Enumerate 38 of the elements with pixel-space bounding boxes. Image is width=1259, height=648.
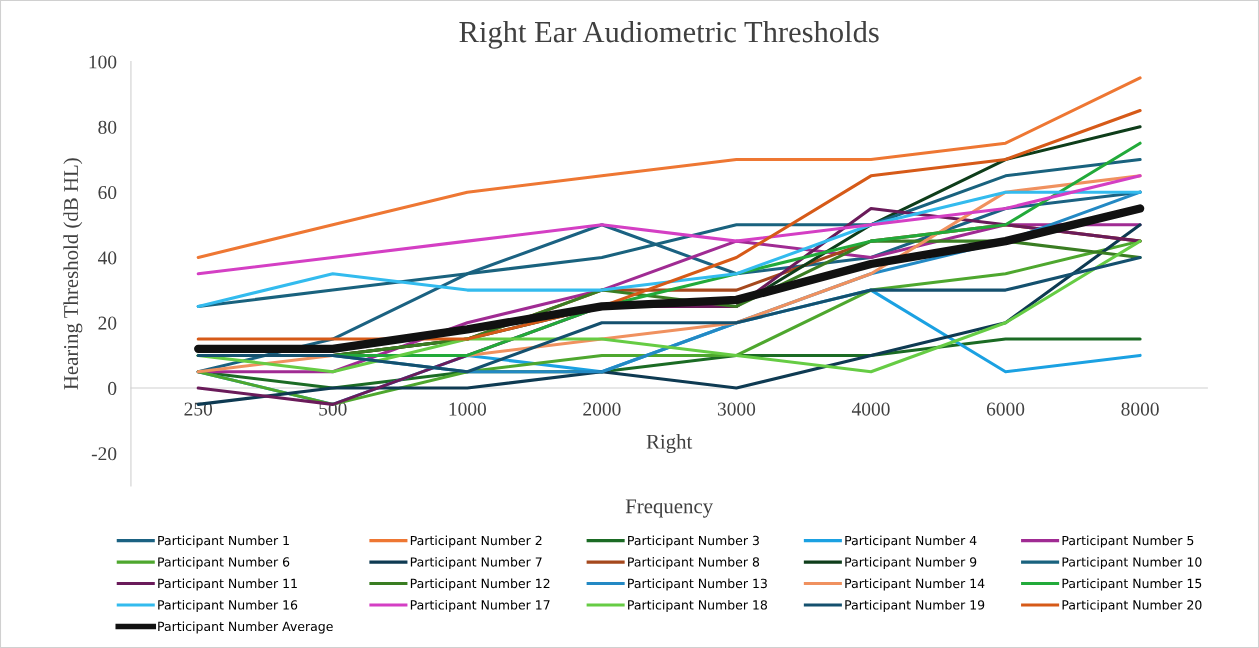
legend-label: Participant Number 16 bbox=[158, 599, 298, 613]
legend-label: Participant Number 13 bbox=[628, 578, 767, 591]
legend-label: Participant Number 12 bbox=[410, 578, 550, 591]
legend-label: Participant Number 10 bbox=[1062, 556, 1202, 570]
legend-label: Participant Number 19 bbox=[845, 599, 985, 613]
legend-label: Participant Number 7 bbox=[410, 556, 542, 570]
legend-label: Participant Number 4 bbox=[845, 535, 977, 548]
y-tick-label: -20 bbox=[91, 447, 117, 461]
y-axis-title: Hearing Threshold (dB HL) bbox=[63, 158, 83, 390]
x-tick-label: 6000 bbox=[986, 402, 1025, 416]
y-tick-label: 60 bbox=[98, 185, 117, 200]
legend-label: Participant Number 11 bbox=[158, 578, 297, 591]
chart-title: Right Ear Audiometric Thresholds bbox=[459, 20, 879, 49]
annotation: Right bbox=[646, 434, 693, 454]
legend-label: Participant Number 3 bbox=[628, 535, 759, 548]
x-tick-label: 3000 bbox=[717, 402, 756, 416]
legend-label: Participant Number 20 bbox=[1062, 599, 1202, 613]
y-tick-label: 80 bbox=[98, 120, 117, 134]
legend-label: Participant Number 2 bbox=[410, 535, 542, 548]
legend-label: Participant Number 5 bbox=[1062, 535, 1194, 548]
legend-label: Participant Number 18 bbox=[628, 599, 768, 613]
legend-label: Participant Number 14 bbox=[845, 578, 985, 591]
legend-label: Participant Number 15 bbox=[1062, 578, 1202, 591]
y-tick-label: 100 bbox=[89, 55, 117, 69]
legend-label: Participant Number 17 bbox=[410, 599, 550, 613]
y-tick-label: 40 bbox=[97, 251, 117, 265]
legend-label: Participant Number Average bbox=[158, 621, 333, 634]
legend-label: Participant Number 1 bbox=[158, 535, 289, 548]
x-axis-title: Frequency bbox=[625, 499, 714, 518]
legend-label: Participant Number 6 bbox=[158, 556, 290, 570]
x-tick-label: 2000 bbox=[583, 402, 621, 416]
x-tick-label: 8000 bbox=[1121, 402, 1159, 416]
x-tick-label: 1000 bbox=[449, 402, 487, 416]
y-tick-label: 0 bbox=[108, 381, 117, 395]
legend-label: Participant Number 9 bbox=[845, 556, 977, 570]
x-tick-label: 4000 bbox=[851, 402, 890, 416]
legend-label: Participant Number 8 bbox=[628, 556, 760, 570]
y-tick-label: 20 bbox=[98, 316, 117, 330]
